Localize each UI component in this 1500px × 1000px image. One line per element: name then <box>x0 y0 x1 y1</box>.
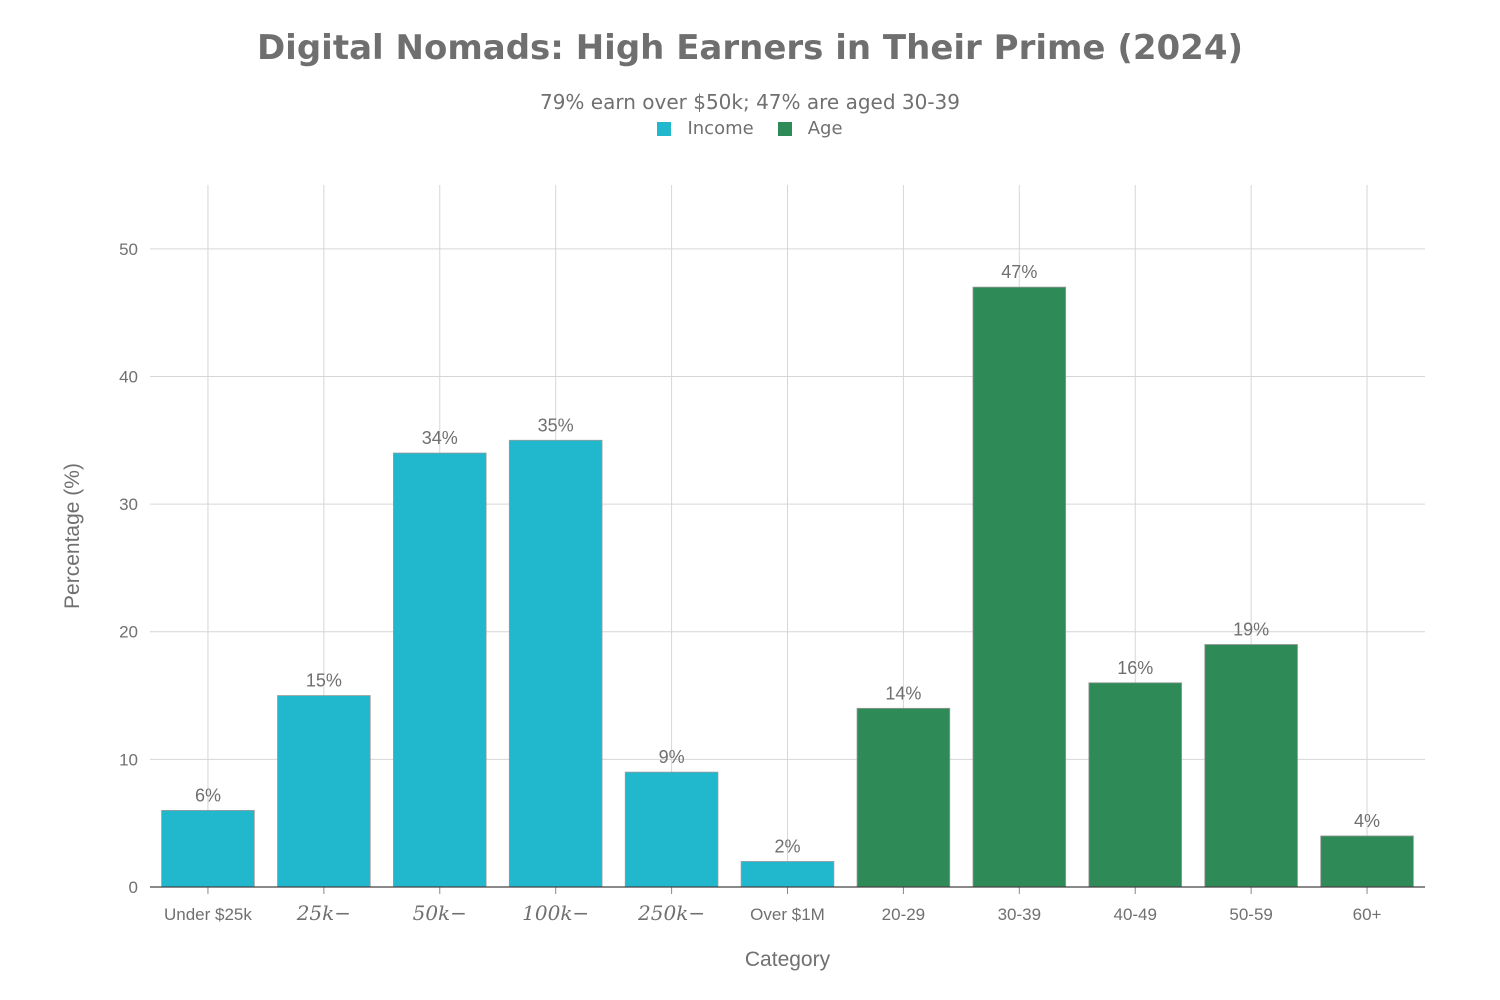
data-label: 4% <box>1354 811 1380 831</box>
chart-title: Digital Nomads: High Earners in Their Pr… <box>256 28 1244 68</box>
data-label: 16% <box>1117 658 1153 678</box>
chart-subtitle: 79% earn over $50k; 47% are aged 30-39 <box>539 90 961 114</box>
x-tick-label: 50-59 <box>1229 905 1272 924</box>
data-label: 19% <box>1233 619 1269 639</box>
legend-label-age: Age <box>807 118 843 139</box>
legend-swatch-income <box>657 121 672 136</box>
data-label: 15% <box>306 671 342 691</box>
legend-swatch-age <box>777 121 792 136</box>
legend-item-age[interactable]: Age <box>777 118 843 139</box>
y-tick-label: 50 <box>119 240 138 259</box>
x-tick-label: 20-29 <box>882 905 925 924</box>
bar-income <box>277 695 371 888</box>
y-tick-label: 10 <box>119 750 138 769</box>
legend-label-income: Income <box>687 118 754 139</box>
bar-age <box>972 286 1067 888</box>
y-tick-label: 40 <box>119 367 138 386</box>
x-axis-title: Category <box>745 948 831 971</box>
legend-item-income[interactable]: Income <box>657 118 754 139</box>
bar-income <box>161 810 255 888</box>
x-tick-label: 40-49 <box>1113 905 1156 924</box>
x-tick-label: 100k− <box>522 901 589 925</box>
data-label: 14% <box>885 683 921 703</box>
x-tick-label: 50k− <box>413 901 467 925</box>
y-tick-label: 20 <box>119 623 138 642</box>
bar-income <box>393 452 487 888</box>
data-label: 34% <box>422 428 458 448</box>
bar-age <box>856 707 951 888</box>
x-tick-label: 25k− <box>296 901 351 925</box>
bar-age <box>1204 644 1298 888</box>
x-tick-label: 250k− <box>637 901 705 925</box>
x-tick-label: Over $1M <box>750 905 825 924</box>
x-tick-label: 60+ <box>1353 905 1382 924</box>
data-label: 35% <box>538 415 574 435</box>
legend: Income Age <box>0 118 1500 139</box>
y-axis-title: Percentage (%) <box>61 463 84 609</box>
y-tick-label: 0 <box>129 878 138 897</box>
bar-age <box>1320 835 1414 888</box>
data-label: 2% <box>774 836 800 856</box>
x-tick-label: Under $25k <box>164 905 252 924</box>
bar-income <box>740 861 835 888</box>
data-label: 6% <box>195 785 221 805</box>
bar-income <box>624 771 719 888</box>
data-label: 9% <box>659 747 685 767</box>
bar-income <box>508 439 603 888</box>
x-tick-label: 30-39 <box>998 905 1041 924</box>
bar-age <box>1088 682 1182 888</box>
data-label: 47% <box>1001 262 1037 282</box>
y-tick-label: 30 <box>119 495 138 514</box>
